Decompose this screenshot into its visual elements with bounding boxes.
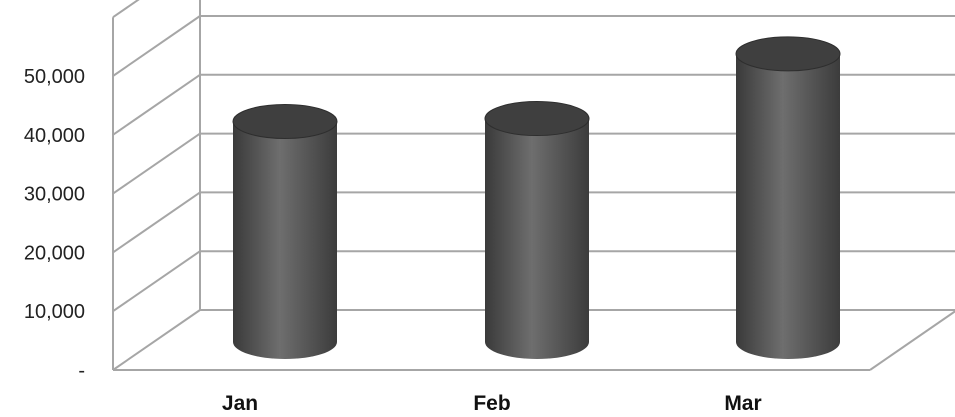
x-tick-label: Mar [724, 392, 761, 415]
bar-top [484, 101, 590, 137]
gridline-wall [112, 309, 201, 371]
y-tick-label: 10,000 [24, 301, 85, 323]
gridline-wall [112, 191, 201, 254]
gridline-wall [112, 15, 201, 77]
x-tick-label: Feb [473, 392, 510, 415]
bar-body [736, 53, 840, 359]
gridline-wall [112, 0, 140, 19]
bar-body [233, 121, 337, 359]
bar [735, 36, 841, 359]
gridline-wall [112, 250, 201, 313]
floor-right-edge [869, 310, 955, 371]
y-tick-label: 30,000 [24, 184, 85, 206]
y-tick-label: - [78, 360, 85, 382]
bar-body [485, 118, 589, 359]
bar-top [735, 36, 841, 72]
x-axis-category-labels: Jan Feb Mar [222, 392, 762, 415]
x-tick-label: Jan [222, 392, 258, 415]
bar [484, 101, 590, 359]
y-axis-tick-labels: - 10,000 20,000 30,000 40,000 50,000 [24, 66, 85, 382]
bar-top [232, 104, 338, 139]
bar [232, 104, 338, 359]
gridline-wall [112, 132, 201, 195]
y-tick-label: 20,000 [24, 242, 85, 264]
gridline-wall [112, 73, 201, 136]
y-tick-label: 50,000 [24, 66, 85, 88]
bars [232, 36, 841, 359]
y-tick-label: 40,000 [24, 125, 85, 147]
